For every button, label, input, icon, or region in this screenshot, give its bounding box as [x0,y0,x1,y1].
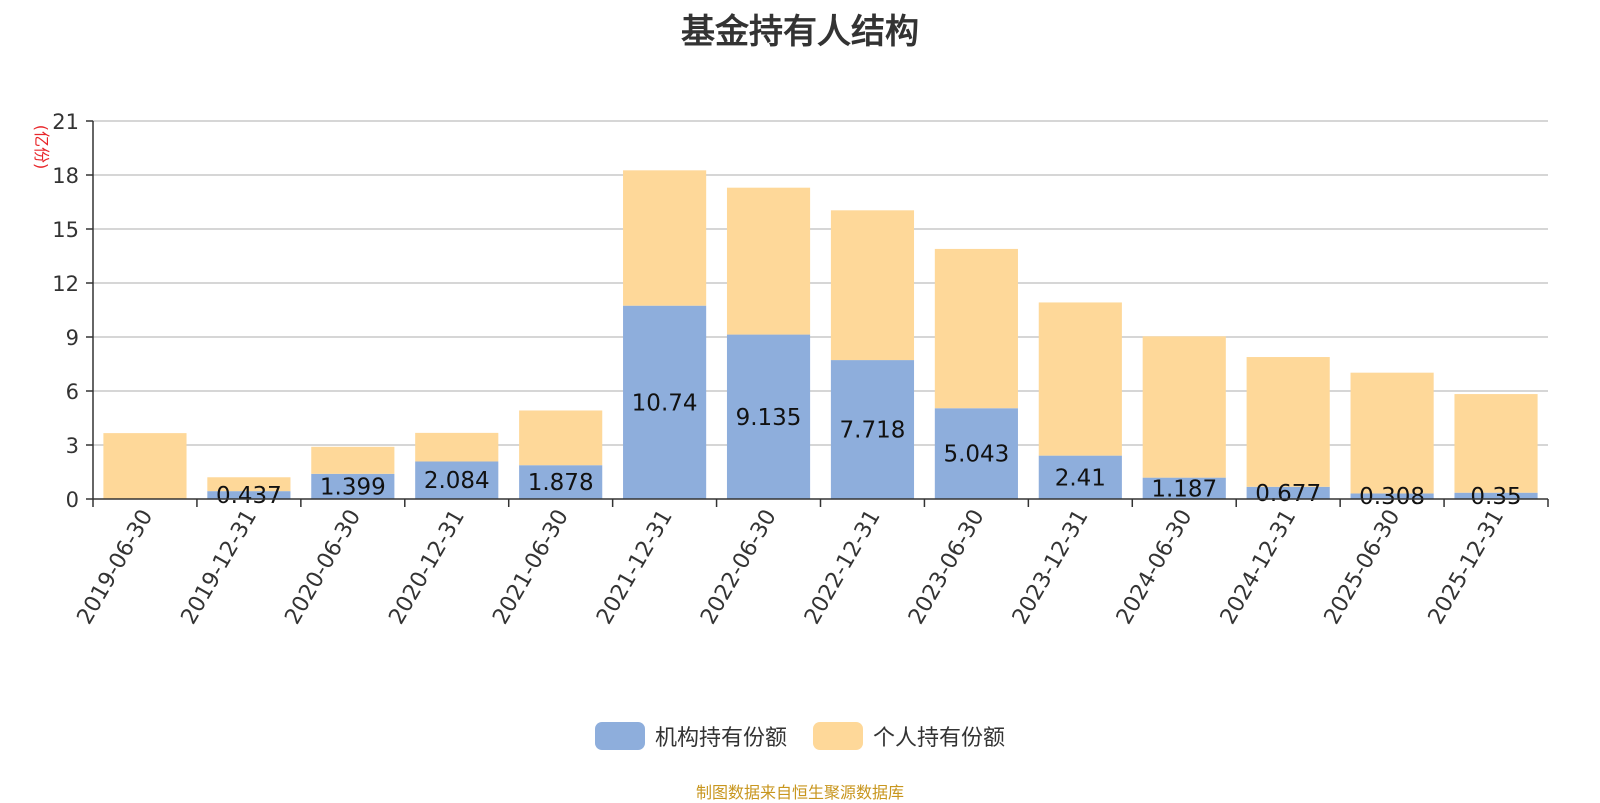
bar-individual[interactable] [623,170,707,306]
bars [103,170,1538,499]
bar-value-label: 0.35 [1470,484,1521,510]
bar-individual[interactable] [830,210,915,361]
bar-institutional[interactable] [726,334,811,499]
bar-value-label: 2.084 [424,468,490,494]
bar-value-label: 7.718 [840,418,906,444]
bar-individual[interactable] [1246,357,1330,487]
bar-value-label: 10.74 [632,390,698,416]
x-tick-label: 2024-06-30 [1112,506,1198,629]
legend: 机构持有份额 个人持有份额 [0,720,1600,752]
y-tick-label: 6 [66,380,79,404]
legend-swatch-individual [813,722,863,750]
bar-institutional[interactable] [1142,477,1226,499]
bar-institutional[interactable] [623,305,707,499]
bar-institutional[interactable] [207,491,291,499]
x-tick-label: 2019-06-30 [73,506,159,629]
bar-value-label: 2.41 [1055,465,1106,491]
bar-institutional[interactable] [1454,492,1538,499]
bar-individual[interactable] [311,446,395,474]
legend-label-individual: 个人持有份额 [873,726,1006,751]
y-tick-label: 12 [52,272,79,296]
x-tick-label: 2021-12-31 [592,506,678,629]
bar-value-label: 5.043 [943,442,1009,468]
legend-label-institutional: 机构持有份额 [654,726,787,751]
y-tick-label: 15 [52,218,79,242]
bar-value-label: 0.437 [216,483,282,509]
x-tick-label: 2022-06-30 [696,506,782,629]
bar-institutional[interactable] [1038,455,1122,499]
x-tick-label: 2023-06-30 [904,506,990,629]
bar-value-labels: 0.437 1.399 2.084 1.878 10.74 9.135 7.718 5.043… [216,390,1522,510]
x-tick-label: 2023-12-31 [1008,506,1094,629]
source-note: 制图数据来自恒生聚源数据库 [695,783,904,802]
chart-title: 基金持有人结构 [681,12,919,52]
bar-value-label: 0.308 [1359,484,1425,510]
y-tick-label: 21 [52,110,79,134]
bar-individual[interactable] [415,432,499,462]
x-tick-label: 2024-12-31 [1216,506,1302,629]
bar-individual[interactable] [1142,336,1226,478]
grid-lines [93,120,1548,446]
x-tick-label: 2019-12-31 [177,506,263,629]
bar-individual[interactable] [1038,302,1122,456]
bar-individual[interactable] [519,410,603,466]
x-tick-label: 2025-06-30 [1320,506,1406,629]
bar-value-label: 9.135 [736,405,802,431]
x-tick-label: 2020-06-30 [280,506,366,629]
bar-institutional[interactable] [1246,486,1330,499]
bar-institutional[interactable] [934,408,1018,499]
bar-value-label: 1.399 [320,474,386,500]
y-tick-label: 3 [66,434,79,458]
bar-institutional[interactable] [1350,493,1434,499]
legend-item-individual[interactable]: 个人持有份额 [813,720,1005,752]
bar-individual[interactable] [1350,372,1434,494]
x-tick-label: 2020-12-31 [384,506,470,629]
bar-value-label: 1.187 [1151,476,1217,502]
bar-institutional[interactable] [415,461,499,499]
y-axis-unit-label: (亿份) [32,125,51,170]
x-tick-label: 2022-12-31 [800,506,886,629]
y-tick-label: 0 [66,488,79,512]
x-tick-label: 2021-06-30 [488,506,574,629]
legend-item-institutional[interactable]: 机构持有份额 [594,720,787,752]
y-tick-label: 18 [52,164,79,188]
bar-value-label: 0.677 [1255,481,1321,507]
bar-individual[interactable] [103,433,187,499]
bar-institutional[interactable] [830,360,915,499]
bar-individual[interactable] [1454,394,1538,493]
bar-institutional[interactable] [519,465,603,499]
bar-individual[interactable] [207,477,291,492]
bar-individual[interactable] [934,248,1018,409]
legend-swatch-institutional [594,722,645,750]
x-tick-label: 2025-12-31 [1424,506,1510,629]
bar-value-label: 1.878 [528,470,594,496]
y-tick-label: 9 [66,326,79,350]
bar-institutional[interactable] [311,473,395,499]
bar-individual[interactable] [726,187,811,335]
